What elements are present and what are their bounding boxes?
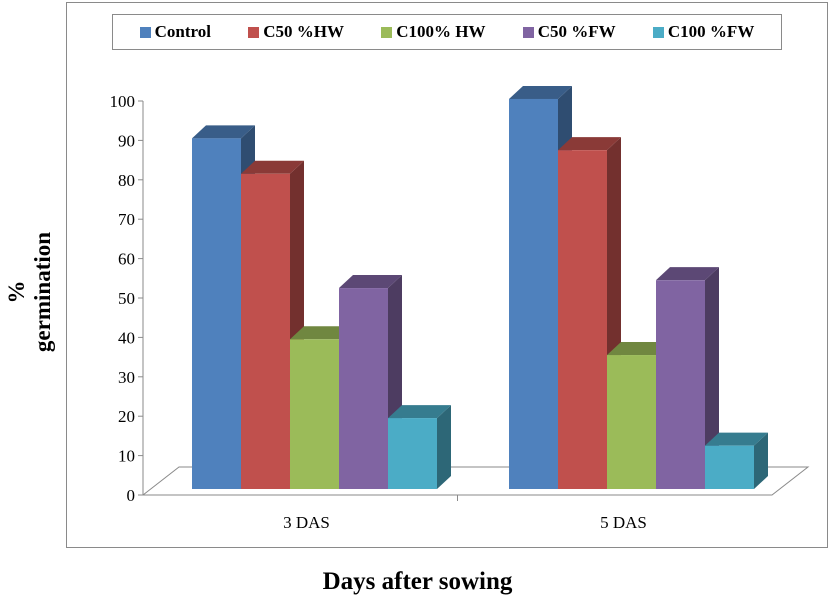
- y-tick-label: 50: [118, 289, 135, 308]
- bar: [192, 138, 241, 489]
- legend-item: C50 %FW: [522, 22, 616, 42]
- y-tick-label: 80: [118, 171, 135, 190]
- bar: [388, 418, 437, 489]
- y-tick-label: 90: [118, 131, 135, 150]
- bar-top: [509, 85, 572, 99]
- bar: [509, 98, 558, 489]
- bar-top: [290, 326, 353, 340]
- bar-side: [705, 267, 719, 489]
- y-tick-label: 40: [118, 328, 135, 347]
- bar: [656, 280, 705, 489]
- legend-label: C50 %HW: [263, 22, 344, 41]
- y-tick-label: 100: [110, 92, 136, 111]
- y-tick-label: 20: [118, 407, 135, 426]
- bar-top: [705, 432, 768, 446]
- legend-swatch: [652, 26, 664, 38]
- legend-item: C50 %HW: [248, 22, 344, 42]
- legend-item: C100% HW: [381, 22, 485, 42]
- legend-item: Control: [139, 22, 211, 42]
- legend-label: C100 %FW: [667, 22, 755, 41]
- bar-side: [437, 405, 451, 489]
- bar: [558, 150, 607, 489]
- y-tick-label: 70: [118, 210, 135, 229]
- x-tick-label: 3 DAS: [283, 513, 330, 532]
- legend-label: C100% HW: [396, 22, 486, 41]
- bar-top: [388, 405, 451, 419]
- legend-label: C50 %FW: [537, 22, 616, 41]
- legend-swatch: [522, 26, 534, 38]
- bar-top: [339, 275, 402, 289]
- bar-top: [558, 137, 621, 151]
- legend-item: C100 %FW: [652, 22, 755, 42]
- bar: [705, 445, 754, 489]
- bar: [241, 173, 290, 490]
- y-tick-label: 60: [118, 250, 135, 269]
- x-axis-label: Days after sowing: [322, 568, 513, 595]
- chart-legend: Control C50 %HW C100% HW C50 %FW C100 %FW: [112, 14, 782, 50]
- bar-top: [241, 160, 304, 174]
- bar: [607, 355, 656, 489]
- y-axis-label: % germination: [4, 231, 55, 353]
- legend-swatch: [381, 26, 393, 38]
- y-tick-label: 0: [127, 486, 136, 505]
- bar-top: [192, 125, 255, 139]
- legend-swatch: [139, 26, 151, 38]
- bar-side: [754, 432, 768, 489]
- bar-top: [607, 342, 670, 356]
- legend-label: Control: [154, 22, 211, 41]
- bar-top: [656, 267, 719, 281]
- y-tick-label: 30: [118, 368, 135, 387]
- x-tick-label: 5 DAS: [600, 513, 647, 532]
- y-tick-label: 10: [118, 447, 135, 466]
- bar: [290, 339, 339, 489]
- bar: [339, 288, 388, 489]
- legend-swatch: [248, 26, 260, 38]
